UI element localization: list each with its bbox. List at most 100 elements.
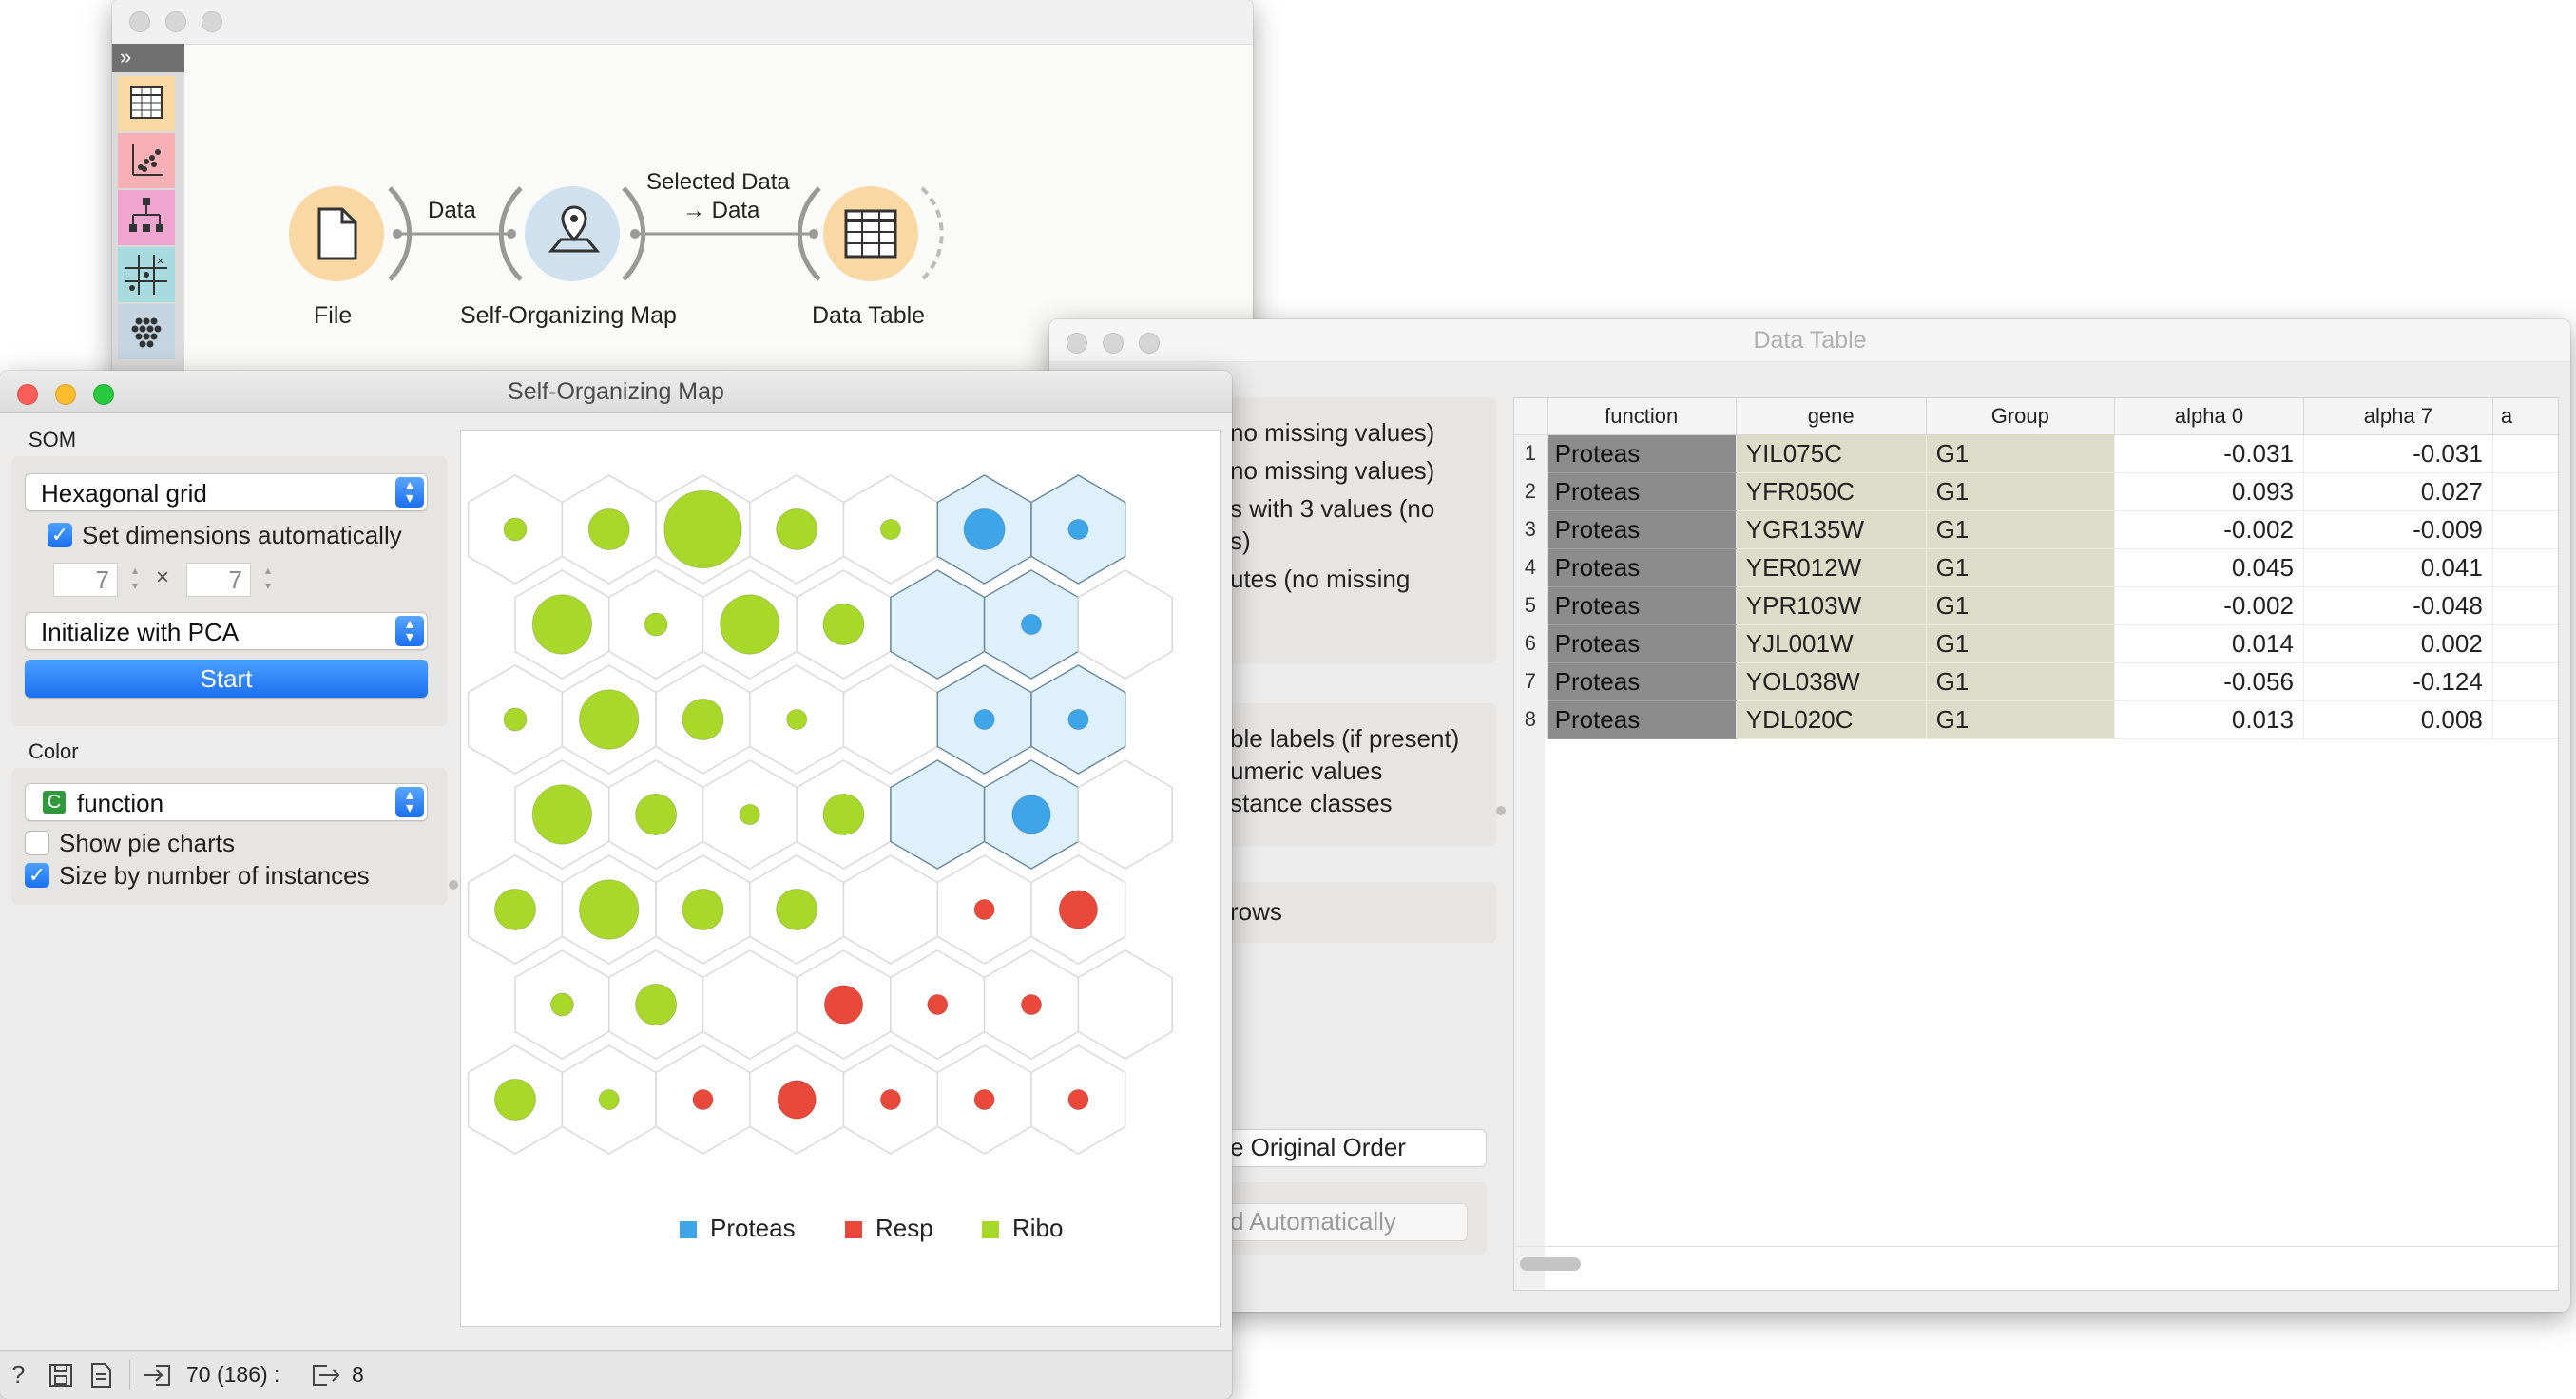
node-label-som[interactable]: Self-Organizing Map <box>460 302 677 329</box>
minimize-icon[interactable] <box>55 384 76 405</box>
table-row[interactable]: 2 Proteas YFR050C G1 0.093 0.027 <box>1514 472 2558 511</box>
scatter-icon[interactable] <box>118 133 175 188</box>
cell-group[interactable]: G1 <box>1926 434 2116 473</box>
cell-gene[interactable]: YOL038W <box>1736 662 1927 701</box>
cell-alpha-0[interactable]: 0.093 <box>2114 472 2304 511</box>
pie-charts-label[interactable]: Show pie charts <box>59 829 235 857</box>
cell-alpha-0[interactable]: -0.056 <box>2114 662 2304 701</box>
som-cell[interactable] <box>1077 569 1173 680</box>
visualize-values-option[interactable]: umeric values <box>1230 757 1383 785</box>
close-icon[interactable] <box>129 11 150 32</box>
row-number[interactable]: 2 <box>1514 472 1548 510</box>
link-label-arrow-data[interactable]: → Data <box>682 198 760 223</box>
cell-gene[interactable]: YDL020C <box>1736 700 1927 739</box>
som-cell[interactable] <box>1077 759 1173 870</box>
cell-overflow[interactable] <box>2492 662 2558 701</box>
row-number[interactable]: 6 <box>1514 624 1548 662</box>
column-header[interactable]: alpha 0 <box>2114 398 2304 435</box>
table-row[interactable]: 4 Proteas YER012W G1 0.045 0.041 <box>1514 548 2558 587</box>
cell-function[interactable]: Proteas <box>1547 434 1737 473</box>
size-by-checkbox[interactable]: ✓ <box>25 863 49 888</box>
cell-overflow[interactable] <box>2492 472 2558 511</box>
color-classes-option[interactable]: stance classes <box>1230 789 1393 817</box>
cell-alpha-7[interactable]: -0.031 <box>2303 434 2493 473</box>
pie-charts-checkbox[interactable] <box>25 831 49 855</box>
cell-function[interactable]: Proteas <box>1547 510 1737 549</box>
cell-overflow[interactable] <box>2492 434 2558 473</box>
cell-function[interactable]: Proteas <box>1547 548 1737 587</box>
cell-group[interactable]: G1 <box>1926 586 2116 625</box>
cell-alpha-7[interactable]: 0.041 <box>2303 548 2493 587</box>
node-label-data-table[interactable]: Data Table <box>812 302 926 329</box>
som-cell[interactable] <box>842 664 939 775</box>
expand-toolbox-icon[interactable]: » <box>112 44 184 72</box>
close-icon[interactable] <box>17 384 38 405</box>
column-header[interactable]: Group <box>1926 398 2116 435</box>
cell-function[interactable]: Proteas <box>1547 700 1737 739</box>
row-number[interactable]: 3 <box>1514 510 1548 548</box>
help-icon[interactable]: ? <box>11 1360 26 1389</box>
table-row[interactable]: 3 Proteas YGR135W G1 -0.002 -0.009 <box>1514 510 2558 549</box>
cell-alpha-7[interactable]: 0.027 <box>2303 472 2493 511</box>
horizontal-scrollbar[interactable] <box>1520 1257 1581 1271</box>
grid-type-dropdown[interactable]: Hexagonal grid ▴ ▾ <box>25 473 428 511</box>
som-cell[interactable] <box>890 759 986 870</box>
som-cell[interactable] <box>1077 949 1173 1060</box>
cell-group[interactable]: G1 <box>1926 624 2116 663</box>
table-row[interactable]: 6 Proteas YJL001W G1 0.014 0.002 <box>1514 624 2558 663</box>
tree-icon[interactable] <box>118 190 175 245</box>
som-cell[interactable] <box>842 854 939 965</box>
cell-function[interactable]: Proteas <box>1547 624 1737 663</box>
minimize-icon[interactable] <box>1103 333 1124 354</box>
cell-alpha-7[interactable]: -0.009 <box>2303 510 2493 549</box>
splitter-handle[interactable] <box>1496 806 1506 815</box>
link-label-data[interactable]: Data <box>428 198 476 223</box>
node-label-file[interactable]: File <box>314 302 353 329</box>
grid-icon[interactable]: × <box>118 247 175 302</box>
height-spinbox[interactable]: 7 <box>186 563 251 597</box>
init-method-dropdown[interactable]: Initialize with PCA ▴ ▾ <box>25 612 428 650</box>
set-dims-checkbox[interactable]: ✓ <box>48 523 72 547</box>
cell-alpha-0[interactable]: 0.014 <box>2114 624 2304 663</box>
cell-alpha-7[interactable]: 0.002 <box>2303 624 2493 663</box>
close-icon[interactable] <box>1067 333 1087 354</box>
show-labels-option[interactable]: ble labels (if present) <box>1230 724 1460 753</box>
cell-group[interactable]: G1 <box>1926 510 2116 549</box>
report-icon[interactable] <box>87 1362 114 1389</box>
zoom-icon[interactable] <box>93 384 114 405</box>
cell-function[interactable]: Proteas <box>1547 472 1737 511</box>
height-stepper-icon[interactable]: ▴ ▾ <box>264 564 272 592</box>
cell-gene[interactable]: YIL075C <box>1736 434 1927 473</box>
row-number[interactable]: 4 <box>1514 548 1548 586</box>
data-table-icon[interactable] <box>844 209 897 259</box>
cell-gene[interactable]: YER012W <box>1736 548 1927 587</box>
cell-group[interactable]: G1 <box>1926 548 2116 587</box>
cell-gene[interactable]: YGR135W <box>1736 510 1927 549</box>
cell-gene[interactable]: YJL001W <box>1736 624 1927 663</box>
cell-group[interactable]: G1 <box>1926 472 2116 511</box>
save-icon[interactable] <box>48 1362 74 1389</box>
column-header[interactable]: gene <box>1736 398 1927 435</box>
column-header[interactable]: alpha 7 <box>2303 398 2493 435</box>
set-dims-label[interactable]: Set dimensions automatically <box>82 521 402 549</box>
cell-alpha-0[interactable]: 0.013 <box>2114 700 2304 739</box>
table-icon[interactable] <box>118 76 175 131</box>
zoom-icon[interactable] <box>1139 333 1160 354</box>
corner-cell[interactable] <box>1514 398 1548 435</box>
zoom-icon[interactable] <box>202 11 222 32</box>
cell-function[interactable]: Proteas <box>1547 586 1737 625</box>
cell-overflow[interactable] <box>2492 624 2558 663</box>
column-header[interactable]: a <box>2492 398 2558 435</box>
link-label-selected-data[interactable]: Selected Data <box>646 169 790 195</box>
cell-function[interactable]: Proteas <box>1547 662 1737 701</box>
map-pin-icon[interactable] <box>546 201 603 262</box>
minimize-icon[interactable] <box>165 11 186 32</box>
file-icon[interactable] <box>314 207 359 260</box>
cell-alpha-0[interactable]: -0.031 <box>2114 434 2304 473</box>
table-row[interactable]: 8 Proteas YDL020C G1 0.013 0.008 <box>1514 700 2558 739</box>
row-number[interactable]: 5 <box>1514 586 1548 624</box>
cell-alpha-0[interactable]: -0.002 <box>2114 586 2304 625</box>
cell-overflow[interactable] <box>2492 510 2558 549</box>
cell-gene[interactable]: YPR103W <box>1736 586 1927 625</box>
cell-overflow[interactable] <box>2492 586 2558 625</box>
